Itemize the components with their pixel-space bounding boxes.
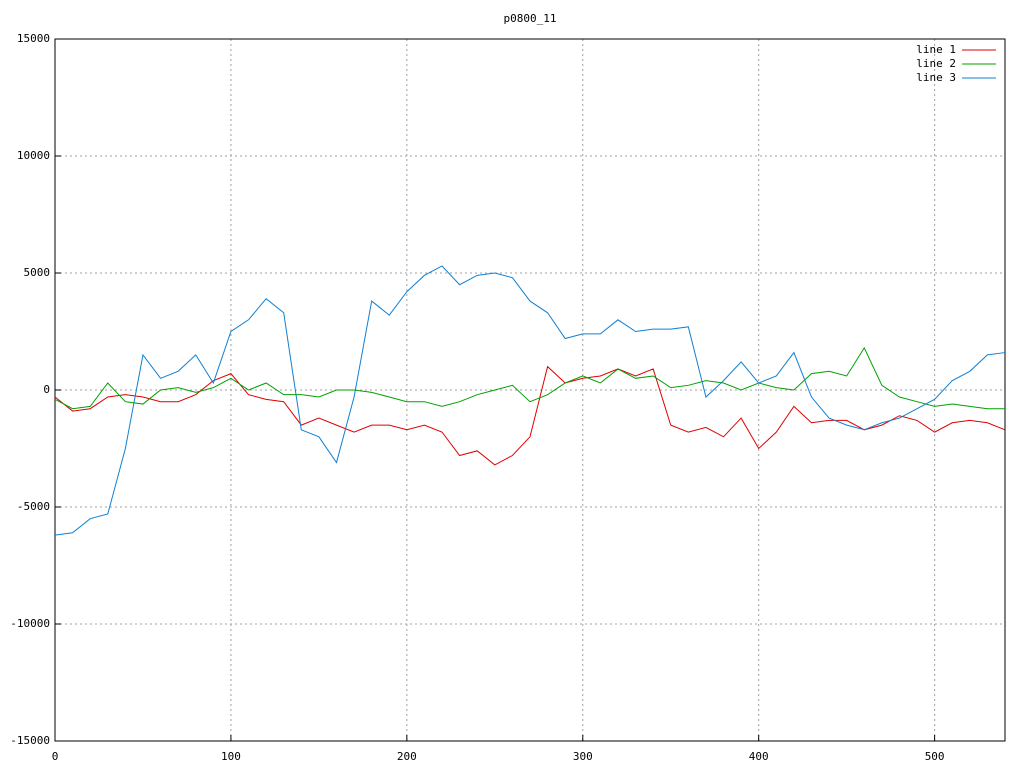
y-tick-label: -10000	[10, 617, 50, 630]
y-tick-label: 15000	[17, 32, 50, 45]
y-tick-label: 5000	[24, 266, 51, 279]
y-tick-label: -5000	[17, 500, 50, 513]
y-tick-label: 0	[43, 383, 50, 396]
y-tick-label: -15000	[10, 734, 50, 747]
legend-label: line 2	[916, 57, 956, 70]
series-line	[54, 265, 1006, 536]
legend-label: line 3	[916, 71, 956, 84]
x-tick-label: 0	[52, 750, 59, 763]
series-line	[54, 365, 1006, 466]
x-tick-label: 200	[397, 750, 417, 763]
legend-label: line 1	[916, 43, 956, 56]
x-tick-label: 300	[573, 750, 593, 763]
plot-border	[54, 38, 1006, 742]
y-tick-label: 10000	[17, 149, 50, 162]
x-tick-label: 400	[749, 750, 769, 763]
series-line	[54, 346, 1005, 410]
chart-title: p0800_11	[504, 12, 557, 25]
x-tick-label: 500	[925, 750, 945, 763]
x-tick-label: 100	[221, 750, 241, 763]
